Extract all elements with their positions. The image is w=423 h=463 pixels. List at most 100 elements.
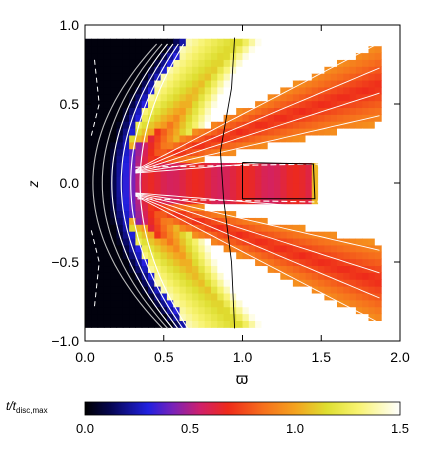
heatmap-cell: [248, 313, 256, 321]
heatmap-cell: [217, 258, 225, 267]
heatmap-cell: [97, 73, 105, 81]
heatmap-cell: [211, 148, 218, 157]
heatmap-cell: [318, 299, 325, 308]
heatmap-cell: [274, 176, 281, 184]
colorbar-label-main: t: [6, 399, 10, 413]
heatmap-cell: [343, 272, 351, 280]
heatmap-cell: [330, 189, 338, 198]
heatmap-cell: [318, 128, 325, 136]
heatmap-cell: [217, 217, 225, 225]
heatmap-cell: [122, 189, 130, 198]
heatmap-cell: [362, 176, 370, 184]
heatmap-cell: [185, 93, 193, 102]
heatmap-cell: [141, 272, 149, 280]
heatmap-cell: [255, 320, 262, 328]
heatmap-cell: [274, 148, 281, 157]
heatmap-cell: [292, 251, 300, 260]
heatmap-cell: [185, 279, 193, 287]
heatmap-cell: [255, 114, 262, 122]
heatmap-cell: [154, 121, 162, 129]
heatmap-cell: [343, 155, 351, 163]
heatmap-cell: [299, 203, 307, 212]
heatmap-cell: [179, 292, 187, 301]
heatmap-cell: [97, 86, 105, 95]
heatmap-cell: [122, 155, 130, 163]
heatmap-cell: [135, 100, 143, 109]
heatmap-cell: [292, 162, 300, 170]
heatmap-cell: [110, 93, 118, 102]
heatmap-cell: [337, 272, 344, 280]
heatmap-cell: [192, 100, 199, 109]
heatmap-cell: [355, 265, 363, 273]
heatmap-cell: [242, 86, 250, 95]
heatmap-cell: [343, 237, 351, 246]
heatmap-cell: [223, 73, 231, 81]
heatmap-cell: [185, 45, 193, 54]
heatmap-cell: [330, 279, 338, 287]
heatmap-cell: [116, 134, 124, 143]
heatmap-cell: [305, 86, 313, 95]
heatmap-cell: [179, 231, 187, 239]
heatmap-cell: [198, 66, 206, 74]
x-axis-ticks: 0.0 0.5 1.0 1.5 2.0: [75, 25, 410, 365]
heatmap-cell: [280, 128, 288, 136]
heatmap-cell: [274, 196, 281, 205]
heatmap-cell: [154, 292, 162, 301]
heatmap-cell: [292, 237, 300, 246]
heatmap-cell: [374, 148, 382, 157]
heatmap-cell: [229, 73, 237, 81]
heatmap-cell: [211, 210, 218, 218]
heatmap-cell: [97, 203, 105, 212]
heatmap-cell: [292, 231, 300, 239]
heatmap-cell: [141, 183, 149, 191]
heatmap-cell: [211, 183, 218, 191]
heatmap-cell: [211, 38, 218, 47]
heatmap-cell: [261, 203, 269, 212]
heatmap-cell: [192, 279, 199, 287]
heatmap-cell: [261, 299, 269, 308]
heatmap-cell: [311, 176, 319, 184]
heatmap-cell: [274, 299, 281, 308]
heatmap-cell: [242, 100, 250, 109]
heatmap-cell: [242, 114, 250, 122]
heatmap-cell: [236, 251, 244, 260]
heatmap-cell: [135, 299, 143, 308]
heatmap-cell: [292, 169, 300, 177]
heatmap-cell: [116, 128, 124, 136]
heatmap-cell: [154, 251, 162, 260]
heatmap-cell: [173, 183, 181, 191]
heatmap-cell: [343, 45, 351, 54]
heatmap-cell: [255, 272, 262, 280]
heatmap-cell: [217, 286, 225, 294]
heatmap-cell: [204, 155, 212, 163]
heatmap-cell: [324, 183, 332, 191]
heatmap-cell: [324, 279, 332, 287]
heatmap-cell: [185, 244, 193, 253]
heatmap-cell: [267, 203, 275, 212]
heatmap-cell: [116, 148, 124, 157]
heatmap-cell: [110, 45, 118, 54]
heatmap-cell: [135, 38, 143, 47]
heatmap-cell: [343, 169, 351, 177]
heatmap-cell: [110, 306, 118, 315]
heatmap-cell: [261, 107, 269, 115]
heatmap-cell: [261, 73, 269, 81]
heatmap-cell: [318, 148, 325, 157]
heatmap-cell: [122, 45, 130, 54]
heatmap-cell: [267, 183, 275, 191]
heatmap-cell: [292, 114, 300, 122]
heatmap-cell: [362, 279, 370, 287]
heatmap-cell: [318, 203, 325, 212]
heatmap-cell: [324, 155, 332, 163]
heatmap-cell: [122, 183, 130, 191]
heatmap-cell: [97, 251, 105, 260]
heatmap-cell: [217, 306, 225, 315]
heatmap-cell: [248, 86, 256, 95]
heatmap-cell: [198, 107, 206, 115]
heatmap-cell: [110, 79, 118, 88]
heatmap-cell: [318, 210, 325, 218]
heatmap-cell: [85, 155, 92, 163]
heatmap-cell: [204, 93, 212, 102]
heatmap-cell: [204, 203, 212, 212]
heatmap-cell: [280, 162, 288, 170]
